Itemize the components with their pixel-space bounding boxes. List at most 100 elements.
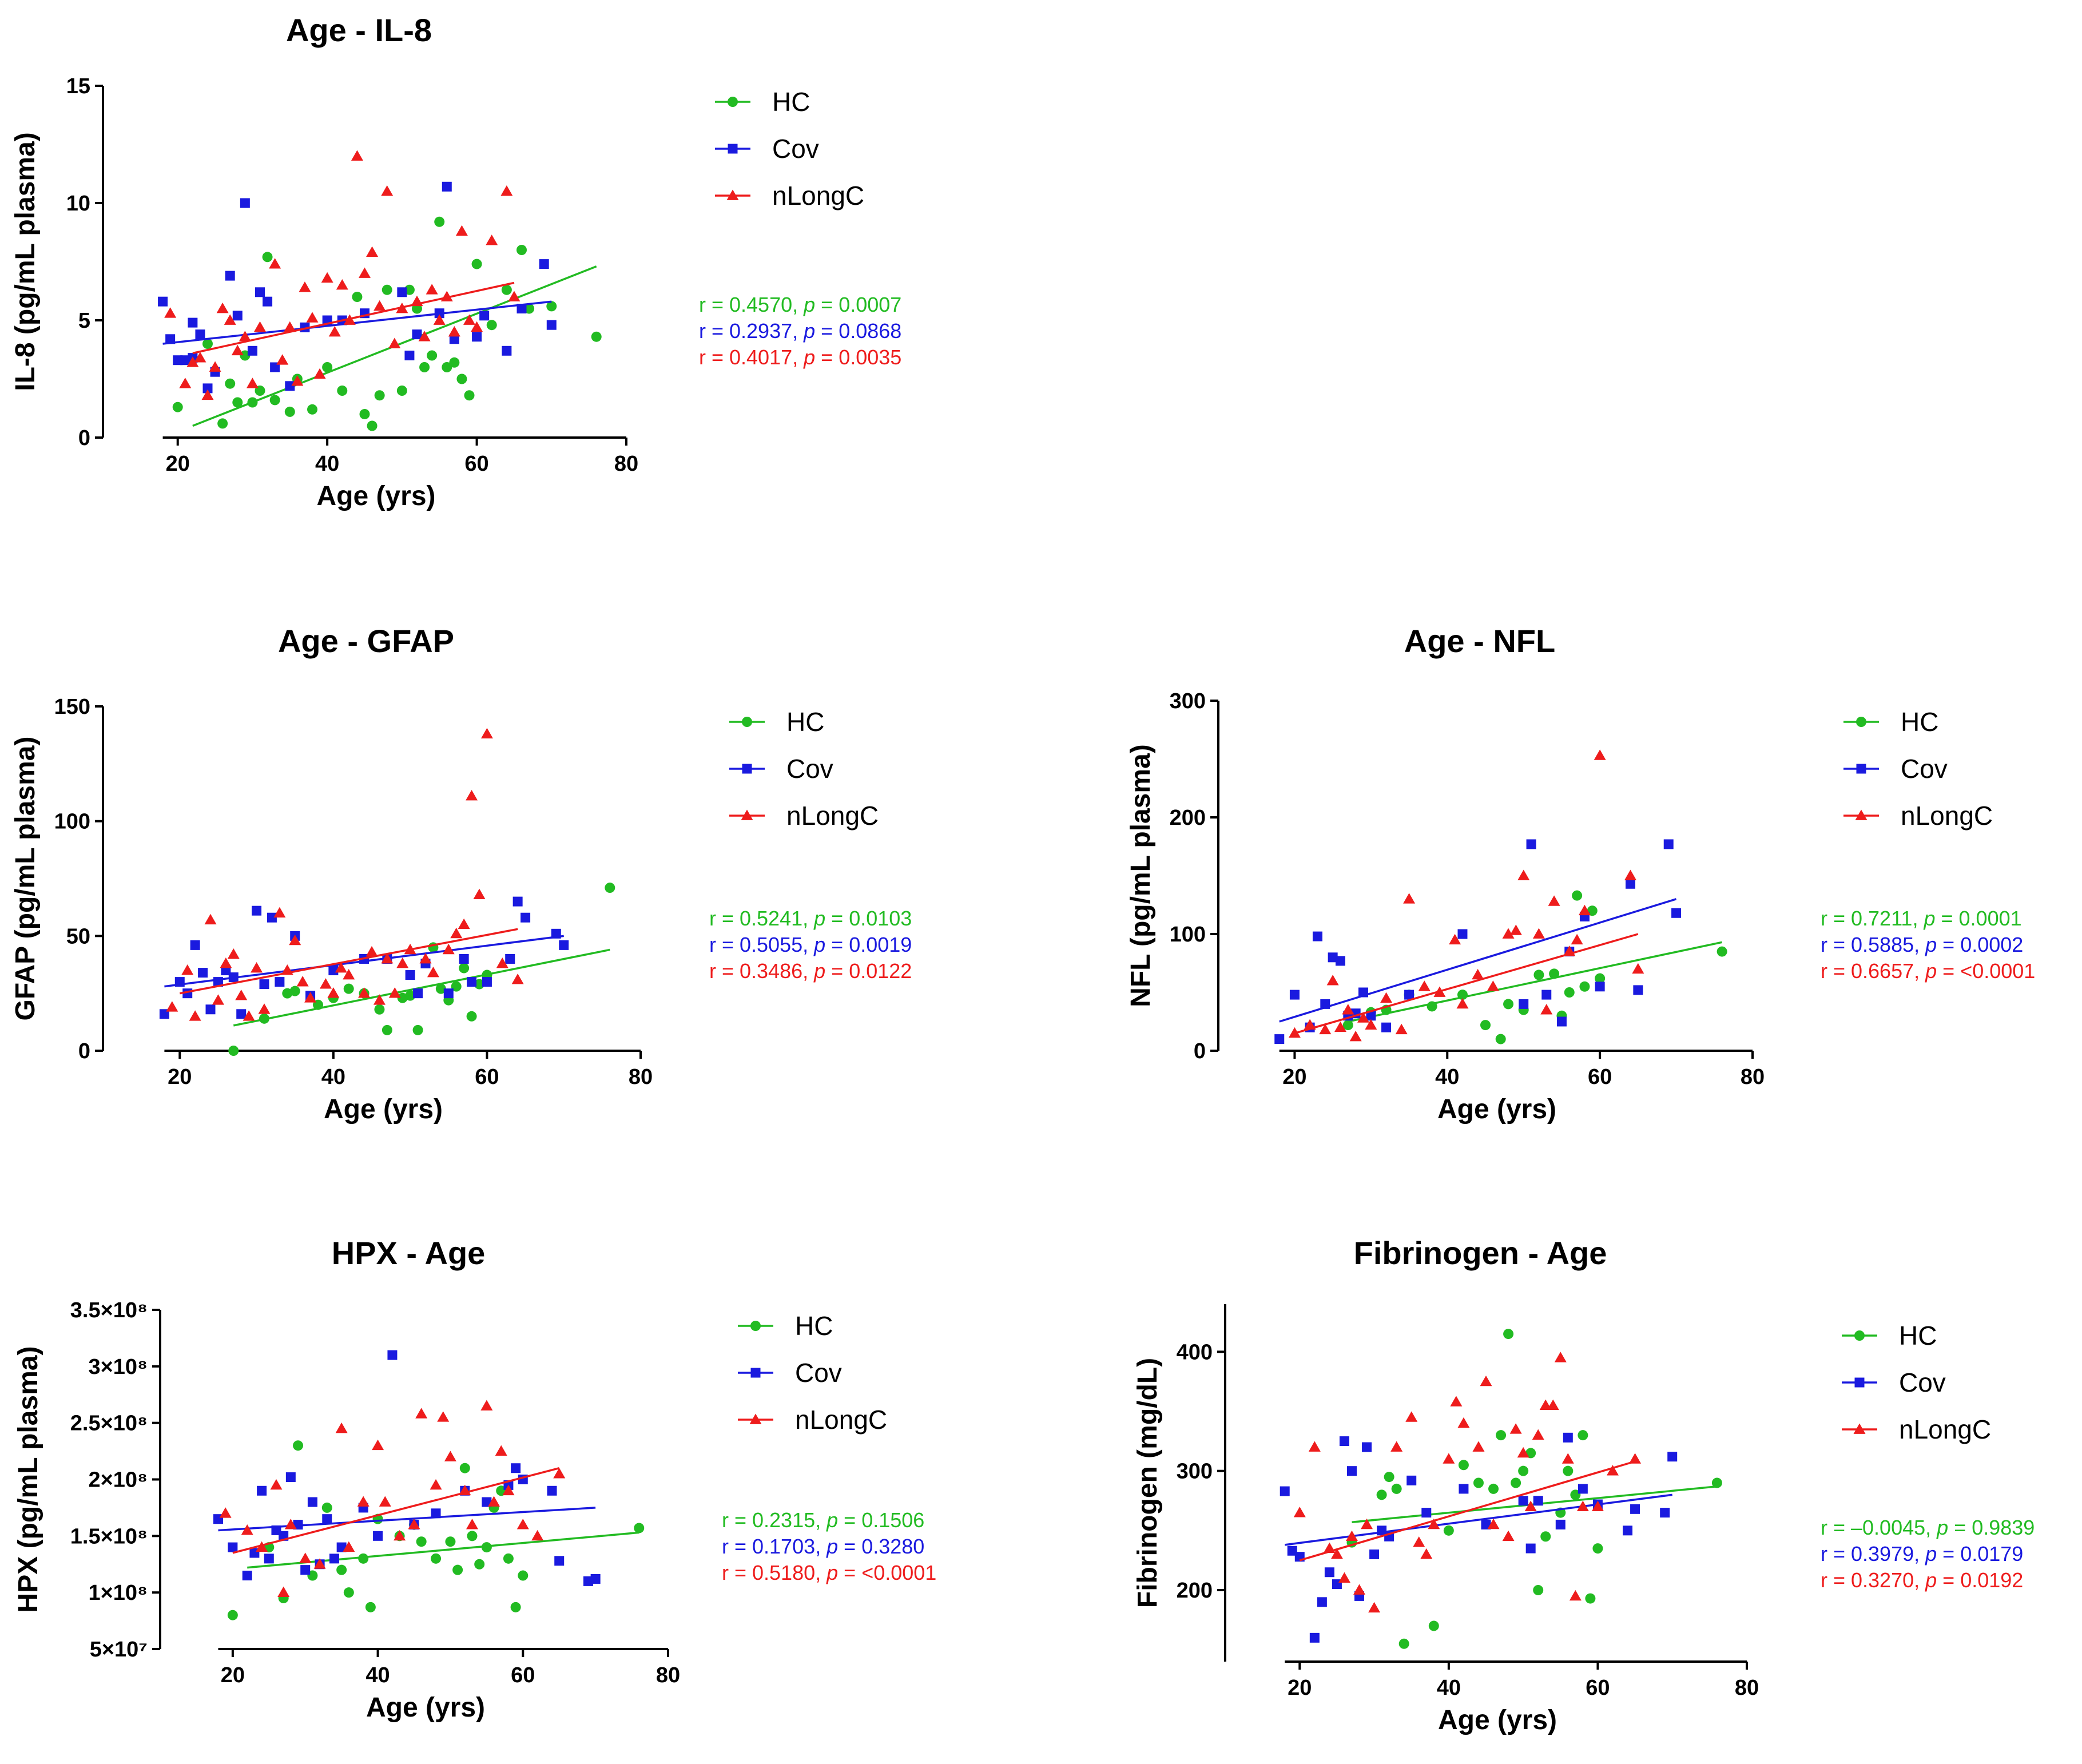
fib-x-tick-label: 80 (1735, 1676, 1759, 1700)
hpx-point-nLongC (256, 1541, 268, 1552)
fib-point-Cov (1324, 1567, 1334, 1578)
gfap-title: Age - GFAP (278, 623, 454, 659)
hpx-point-nLongC (430, 1479, 442, 1490)
nfl-point-Cov (1626, 879, 1636, 889)
hpx-y-tick-label: 1.5×10⁸ (70, 1524, 148, 1548)
hpx-point-nLongC (480, 1400, 493, 1411)
nfl-legend-marker (1856, 717, 1866, 727)
hpx-point-Cov (511, 1463, 521, 1473)
stat-r: r = 0.5241, (709, 907, 814, 930)
fib-series-Cov (1280, 1432, 1678, 1643)
stat-p-symbol: p (813, 959, 825, 983)
stat-r: r = 0.3979, (1821, 1542, 1925, 1566)
hpx-point-HC (343, 1587, 354, 1598)
nfl-point-Cov (1381, 1022, 1392, 1032)
il8-y-tick-label: 0 (78, 426, 90, 450)
gfap-point-Cov (259, 979, 269, 990)
hpx-point-HC (336, 1564, 347, 1575)
hpx-point-HC (445, 1536, 456, 1547)
gfap-point-nLongC (450, 927, 463, 939)
fib-stat-nLongC: r = 0.3270, p = 0.0192 (1821, 1568, 2023, 1592)
gfap-point-Cov (413, 988, 423, 999)
gfap-point-nLongC (289, 934, 301, 945)
il8-point-HC (337, 386, 348, 396)
il8-point-nLongC (201, 389, 214, 400)
nfl-point-Cov (1320, 999, 1330, 1009)
hpx-x-tick-label: 60 (511, 1663, 535, 1687)
gfap-point-HC (289, 986, 300, 996)
nfl-point-Cov (1526, 839, 1536, 849)
gfap-point-Cov (505, 953, 515, 964)
fib-point-nLongC (1517, 1447, 1529, 1458)
gfap-point-Cov (205, 1004, 216, 1015)
gfap-legend-label: nLongC (786, 801, 879, 831)
il8-point-nLongC (306, 312, 319, 323)
nfl-point-HC (1579, 981, 1590, 992)
il8-point-HC (374, 390, 385, 401)
fib-point-nLongC (1532, 1429, 1544, 1440)
nfl-point-nLongC (1487, 980, 1499, 991)
gfap-stat-Cov: r = 0.5055, p = 0.0019 (709, 933, 912, 956)
il8-point-Cov (516, 304, 527, 313)
hpx-point-Cov (590, 1574, 601, 1584)
il8-point-nLongC (426, 284, 438, 295)
nfl-point-nLongC (1380, 992, 1393, 1003)
hpx-point-Cov (264, 1554, 274, 1564)
il8-point-nLongC (381, 185, 394, 196)
hpx-point-nLongC (313, 1558, 326, 1569)
fib-point-Cov (1630, 1504, 1640, 1514)
gfap-point-Cov (328, 966, 339, 976)
il8-point-HC (232, 397, 243, 408)
fib-point-nLongC (1443, 1453, 1455, 1464)
gfap-point-nLongC (243, 1010, 255, 1021)
nfl-y-tick-label: 300 (1170, 689, 1206, 713)
il8-point-Cov (247, 345, 257, 356)
fib-point-nLongC (1502, 1530, 1515, 1541)
fib-point-nLongC (1420, 1548, 1433, 1559)
stat-p-value: = 0.0179 (1937, 1542, 2023, 1566)
il8-point-Cov (546, 320, 557, 330)
fib-point-Cov (1660, 1508, 1670, 1518)
il8-point-nLongC (321, 272, 333, 283)
nfl-point-nLongC (1563, 945, 1576, 956)
il8-point-Cov (225, 271, 235, 281)
stat-r: r = 0.5055, (709, 933, 814, 956)
il8-panel: Age - IL-8 20 40 60 80 0 5 10 15 Age (yrs) IL-8 (p… (10, 12, 901, 511)
hpx-point-nLongC (357, 1496, 369, 1507)
nfl-point-HC (1587, 905, 1598, 916)
hpx-point-nLongC (343, 1541, 355, 1552)
il8-stat-HC: r = 0.4570, p = 0.0007 (699, 293, 901, 316)
hpx-point-nLongC (502, 1484, 515, 1496)
nfl-point-nLongC (1357, 1012, 1370, 1023)
hpx-point-HC (467, 1531, 478, 1541)
hpx-fit-line-nLongC (232, 1467, 560, 1554)
fib-point-Cov (1280, 1486, 1290, 1496)
hpx-point-HC (431, 1553, 442, 1564)
nfl-point-HC (1572, 890, 1583, 901)
nfl-point-HC (1533, 970, 1544, 980)
gfap-x-tick-label: 80 (629, 1065, 653, 1089)
il8-point-nLongC (374, 300, 386, 311)
nfl-point-Cov (1671, 908, 1682, 918)
gfap-point-HC (451, 981, 462, 992)
hpx-point-nLongC (277, 1586, 290, 1598)
gfap-point-Cov (213, 977, 223, 987)
hpx-point-Cov (336, 1542, 347, 1552)
fib-point-Cov (1555, 1519, 1566, 1529)
stat-p-value: = 0.3280 (838, 1535, 924, 1558)
fib-legend-marker (1854, 1330, 1865, 1341)
nfl-point-nLongC (1449, 933, 1461, 945)
hpx-point-nLongC (270, 1479, 283, 1490)
stat-p-value: = <0.0001 (838, 1561, 936, 1584)
nfl-legend-nLongC: nLongC (1843, 801, 1993, 831)
hpx-y-label: HPX (pg/mL plasma) (13, 1346, 43, 1613)
gfap-point-nLongC (166, 1001, 178, 1012)
nfl-point-HC (1427, 1001, 1437, 1012)
nfl-point-nLongC (1433, 986, 1446, 997)
nfl-fit-line-Cov (1279, 898, 1677, 1023)
gfap-point-Cov (190, 940, 200, 950)
gfap-point-Cov (443, 988, 454, 999)
nfl-point-nLongC (1395, 1023, 1408, 1035)
nfl-point-Cov (1274, 1034, 1285, 1044)
